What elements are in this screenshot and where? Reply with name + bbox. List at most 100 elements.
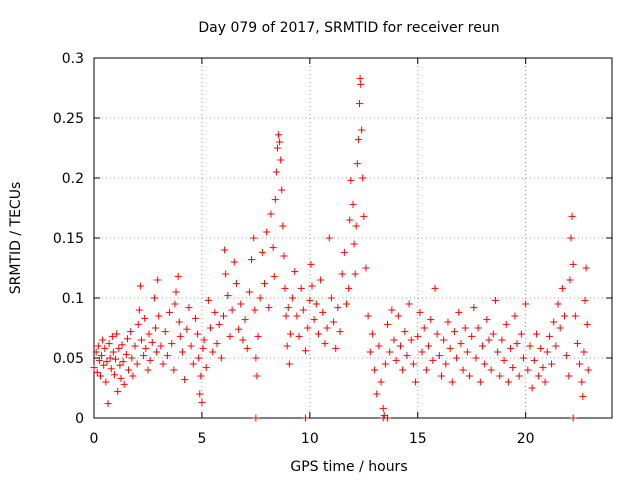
data-point [381, 360, 389, 368]
data-point [276, 138, 284, 146]
data-point [552, 342, 560, 350]
data-point [567, 234, 575, 242]
data-point [163, 352, 171, 360]
data-point [135, 306, 143, 314]
data-point [450, 328, 458, 336]
data-point [221, 246, 229, 254]
data-point [174, 272, 182, 280]
data-point [437, 372, 445, 380]
data-point [224, 292, 232, 300]
data-point [265, 304, 273, 312]
data-point [270, 272, 278, 280]
data-point [481, 360, 489, 368]
data-point [125, 366, 133, 374]
data-point [539, 364, 547, 372]
data-point [204, 296, 212, 304]
data-point [487, 366, 495, 374]
data-point [513, 340, 521, 348]
data-point [479, 342, 486, 350]
data-point [362, 264, 370, 272]
data-point [461, 324, 469, 332]
y-tick-label: 0 [75, 411, 84, 427]
y-tick-labels: 0 0.05 0.1 0.15 0.2 0.25 0.3 [53, 51, 84, 427]
data-point [453, 354, 461, 362]
data-point [243, 344, 251, 352]
data-point [108, 332, 116, 340]
data-point [349, 200, 357, 208]
data-point [105, 340, 113, 348]
data-point [336, 328, 344, 336]
data-point [442, 360, 450, 368]
data-point [106, 354, 114, 362]
data-point [217, 354, 225, 362]
chart-title: Day 079 of 2017, SRMTID for receiver reu… [198, 20, 499, 36]
data-point [207, 324, 215, 332]
data-point [159, 360, 167, 368]
data-point [584, 366, 592, 374]
data-point [569, 414, 577, 422]
data-point [94, 342, 102, 350]
data-point [237, 300, 245, 308]
data-points [90, 74, 592, 422]
data-point [118, 341, 126, 349]
data-point [185, 304, 193, 312]
data-point [548, 360, 556, 368]
data-point [220, 312, 227, 320]
data-point [254, 332, 262, 340]
data-point [119, 358, 127, 366]
data-point [350, 240, 358, 248]
data-point [258, 248, 266, 256]
axis-ticks [93, 57, 612, 419]
data-point [340, 248, 348, 256]
data-point [583, 320, 591, 328]
data-point [325, 234, 333, 242]
data-point [235, 325, 243, 333]
data-point [250, 234, 258, 242]
x-tick-label: 20 [517, 431, 535, 447]
data-point [352, 222, 360, 230]
data-point [239, 336, 247, 344]
data-point [573, 340, 581, 348]
data-point [226, 332, 234, 340]
data-point [530, 356, 538, 364]
x-axis-label: GPS time / hours [290, 459, 407, 475]
data-point [148, 338, 156, 346]
data-point [515, 372, 523, 380]
data-point [474, 324, 482, 332]
data-point [444, 318, 452, 326]
data-point [491, 296, 499, 304]
data-point [366, 348, 374, 356]
data-point [384, 320, 392, 328]
data-point [152, 324, 160, 332]
data-point [351, 270, 359, 278]
data-point [213, 340, 221, 348]
data-point [358, 126, 366, 134]
data-point [330, 318, 338, 326]
data-point [230, 258, 238, 266]
data-point [103, 358, 111, 366]
data-point [543, 348, 551, 356]
data-point [355, 100, 363, 108]
data-point [194, 330, 202, 338]
data-point [107, 365, 115, 373]
data-point [228, 306, 236, 314]
data-point [420, 324, 428, 332]
data-point [576, 360, 584, 368]
data-point [509, 364, 517, 372]
data-point [293, 312, 301, 320]
data-point [100, 361, 108, 369]
y-tick-label: 0.25 [53, 111, 84, 127]
data-point [579, 392, 587, 400]
data-point [256, 294, 264, 302]
data-point [409, 360, 417, 368]
data-point [582, 264, 590, 272]
data-point [440, 336, 448, 344]
data-point [401, 328, 409, 336]
data-point [172, 288, 180, 296]
data-point [466, 372, 474, 380]
data-point [127, 328, 135, 336]
data-point [500, 356, 508, 364]
data-point [101, 344, 109, 352]
data-point [241, 316, 249, 324]
data-point [154, 276, 162, 284]
